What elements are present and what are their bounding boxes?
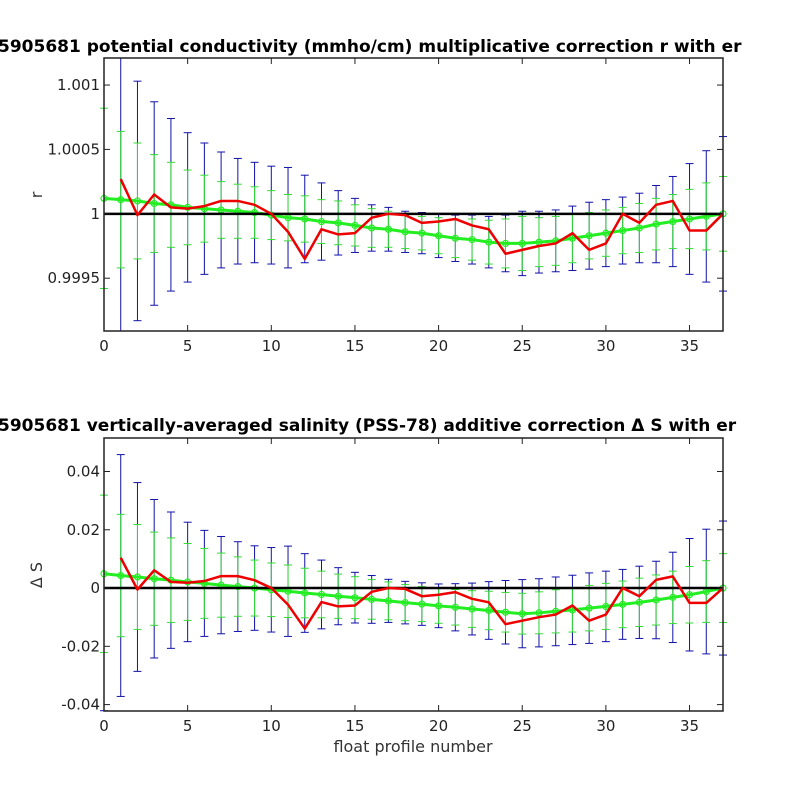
x-tick-label: 35 [680, 337, 699, 355]
x-tick-label: 25 [513, 337, 532, 355]
fit-series-point [317, 217, 326, 226]
y-tick-label: 0.9995 [48, 269, 101, 287]
fit-series-point [250, 208, 259, 217]
fit-series-point [451, 234, 459, 242]
fit-series-point [117, 571, 125, 580]
x-tick-label: 10 [262, 337, 281, 355]
fit-series-point [635, 598, 643, 606]
fit-series-point [117, 196, 125, 204]
fit-series-point [418, 600, 426, 608]
fit-series-point [669, 217, 677, 226]
raw-series-line [119, 557, 724, 630]
fit-series-point [518, 610, 526, 618]
fit-series-point [351, 594, 359, 602]
x-tick-label: 35 [680, 717, 699, 735]
fit-series-point [518, 239, 526, 248]
y-tick-label: 0.04 [67, 463, 100, 481]
fit-series-point [619, 226, 627, 235]
fit-series-point [418, 229, 426, 237]
fit-series-point [133, 197, 142, 205]
x-tick-label: 15 [345, 717, 364, 735]
fit-series-point [585, 232, 593, 240]
fit-series-point [652, 596, 660, 604]
fit-series-point [267, 211, 275, 219]
fit-series-point [301, 215, 309, 223]
x-tick-label: 10 [262, 717, 281, 735]
y-tick-label: 0.02 [67, 521, 100, 539]
y-axis-label: r [27, 191, 46, 198]
fit-series-point [501, 239, 510, 248]
y-tick-label: -0.02 [61, 637, 100, 655]
fit-series-point [401, 599, 409, 607]
fit-series-point [334, 219, 342, 227]
x-tick-label: 20 [429, 717, 448, 735]
x-tick-label: 0 [99, 337, 109, 355]
fit-series-point [485, 606, 493, 615]
fit-series-point [301, 589, 309, 597]
fit-series-point [585, 604, 593, 612]
x-axis-label: float profile number [333, 737, 493, 756]
x-tick-label: 30 [596, 337, 615, 355]
fit-series-point [434, 232, 443, 240]
fit-series-point [652, 220, 660, 228]
conductivity-correction-chart: 0 5 10 15 20 25 30 35 0.9995 1 1.0005 1.001 r [27, 57, 727, 355]
x-tick-label: 20 [429, 337, 448, 355]
fit-series-point [568, 234, 577, 242]
x-tick-label: 25 [513, 717, 532, 735]
x-tick-label: 5 [183, 717, 193, 735]
fit-series-point [468, 605, 476, 613]
fit-series-point [485, 238, 493, 246]
fit-series-point [334, 592, 342, 600]
fit-series-point [150, 575, 158, 583]
fit-series-point [635, 224, 643, 232]
fit-series-point [401, 228, 409, 236]
fit-series-point [685, 591, 694, 599]
axes-frame [103, 437, 724, 712]
y-axis-label: Δ S [27, 562, 46, 588]
fit-series-point [602, 602, 610, 611]
x-tick-label: 30 [596, 717, 615, 735]
y-tick-label: 1 [90, 205, 100, 223]
y-tick-label: -0.04 [61, 696, 100, 714]
fit-series-point [384, 597, 393, 605]
fit-series-point [133, 573, 142, 581]
y-tick-label: 0 [90, 579, 100, 597]
fit-series-point [317, 590, 326, 599]
y-tick-label: 1.0005 [48, 140, 101, 158]
fit-series-point [669, 593, 677, 601]
plot-area [104, 58, 723, 331]
fit-series-point [234, 582, 242, 591]
fit-series-point [535, 609, 543, 617]
salinity-correction-chart: 0 5 10 15 20 25 30 35 -0.04 -0.02 0 0.02 0.04 Δ S [27, 437, 727, 735]
fit-series-point [501, 608, 510, 616]
axes-frame [103, 57, 724, 332]
fit-series-point [368, 595, 376, 604]
fit-series-point [384, 225, 393, 233]
fit-series-point [468, 235, 476, 244]
y-tick-label: 1.001 [57, 76, 100, 94]
x-tick-label: 15 [345, 337, 364, 355]
fit-series-point [351, 221, 359, 230]
chart-title-salinity: 5905681 vertically-averaged salinity (PS… [0, 416, 737, 436]
fit-series-point [451, 603, 459, 611]
fit-series-point [602, 229, 610, 237]
chart-title-conductivity: 5905681 potential conductivity (mmho/cm)… [0, 37, 742, 57]
x-tick-label: 0 [99, 717, 109, 735]
fit-series-point [368, 224, 376, 232]
fit-series-point [619, 600, 627, 608]
raw-series-line [119, 178, 724, 261]
x-tick-label: 5 [183, 337, 193, 355]
fit-series-point [150, 199, 158, 208]
fit-series-point [685, 215, 694, 223]
plot-area [104, 438, 723, 711]
fit-series-point [434, 602, 443, 610]
